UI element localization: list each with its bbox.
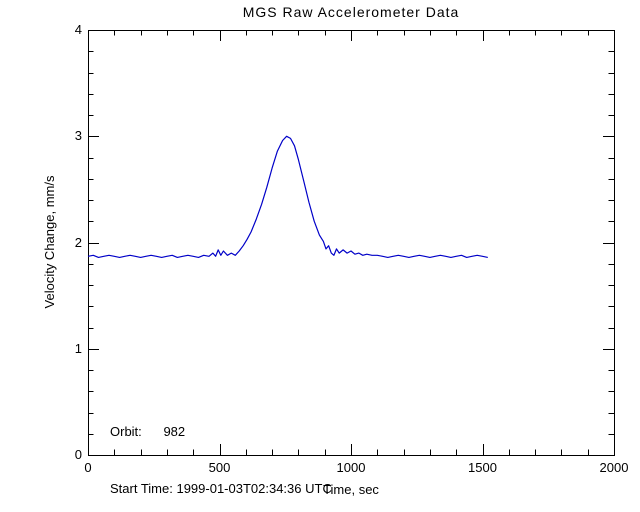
annotation-start-time: Start Time: 1999-01-03T02:34:36 UTC: [110, 481, 332, 496]
y-tick-label: 3: [74, 128, 82, 144]
y-tick-label: 1: [74, 340, 82, 356]
y-tick-label: 0: [74, 447, 82, 462]
x-tick-label: 1000: [336, 460, 366, 475]
y-tick-label: 2: [74, 234, 82, 250]
x-tick-label: 0: [84, 460, 92, 475]
data-line: [87, 135, 488, 258]
x-tick-label: 2000: [599, 460, 629, 475]
y-tick-label: 4: [74, 22, 82, 37]
annotation-block: Orbit: 982 Start Time: 1999-01-03T02:34:…: [110, 384, 332, 512]
x-axis-label: Time, sec: [323, 482, 379, 497]
chart-title: MGS Raw Accelerometer Data: [242, 4, 460, 20]
x-tick-label: 500: [208, 460, 231, 475]
x-tick-label: 1500: [468, 460, 497, 475]
annotation-orbit: Orbit: 982: [110, 424, 186, 439]
